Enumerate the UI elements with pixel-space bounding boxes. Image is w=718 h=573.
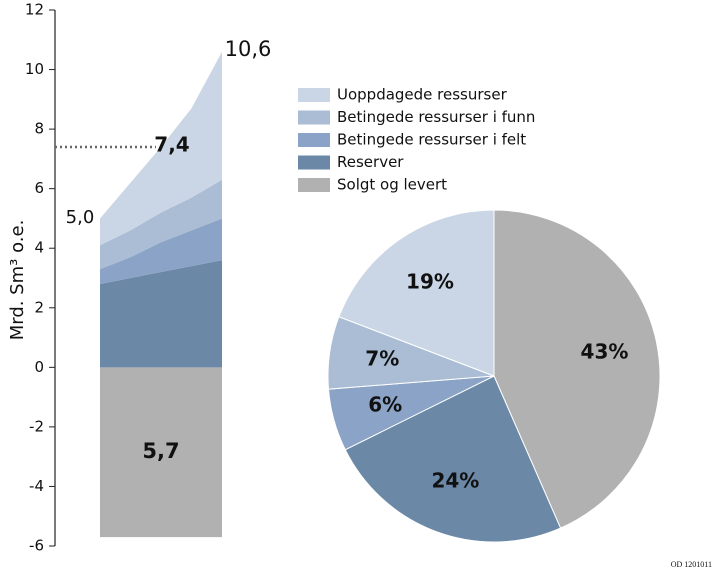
area [100,218,222,284]
pie-slice [338,209,495,377]
annotation: 5,0 [66,207,95,228]
slice-label: 19% [406,270,454,294]
y-tick-label: 0 [34,358,44,376]
legend-swatch [298,178,330,192]
y-tick-label: 4 [34,239,44,257]
legend-label: Betingede ressurser i funn [337,108,535,126]
slice-label: 43% [581,339,629,363]
annotation: 5,7 [142,439,179,463]
y-axis-label: Mrd. Sm³ o.e. [7,220,28,341]
y-tick-label: 12 [25,1,44,19]
area [100,367,222,538]
legend-label: Reserver [337,153,404,171]
slice-label: 7% [365,346,399,370]
legend-swatch [298,110,330,125]
annotation: 7,4 [154,133,189,157]
y-tick-label: -2 [29,417,44,435]
legend-label: Uoppdagede ressurser [337,86,508,104]
slice-label: 6% [368,393,402,417]
footer: OD 1201011 [671,560,712,569]
legend-swatch [298,88,330,102]
y-tick-label: -6 [29,537,44,555]
legend-label: Solgt og levert [337,176,447,194]
area [100,260,222,368]
area [100,51,222,246]
y-tick-label: 2 [34,298,44,316]
area [100,179,222,270]
y-tick-label: 8 [34,120,44,138]
y-tick-label: 6 [34,179,44,197]
slice-label: 24% [431,469,479,493]
y-tick-label: 10 [25,60,44,78]
legend-swatch [298,155,330,170]
y-tick-label: -4 [29,477,44,495]
annotation: 10,6 [225,37,272,61]
pie-slice [344,375,562,543]
pie-slice [493,209,661,529]
legend-swatch [298,133,330,147]
legend-label: Betingede ressurser i felt [337,131,526,149]
